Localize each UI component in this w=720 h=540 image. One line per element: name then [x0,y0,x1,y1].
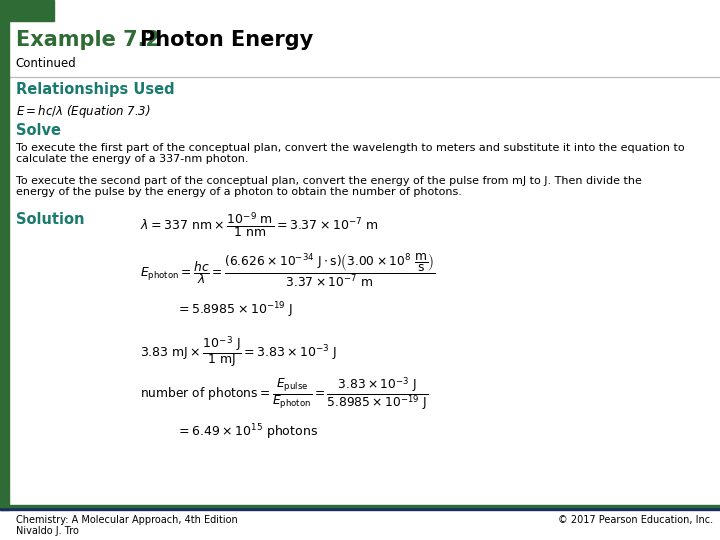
Text: $E = hc/\lambda$ (Equation 7.3): $E = hc/\lambda$ (Equation 7.3) [16,103,150,119]
Text: $\mathrm{number\ of\ photons} = \dfrac{E_{\mathrm{pulse}}}{E_{\mathrm{photon}}} : $\mathrm{number\ of\ photons} = \dfrac{E… [140,375,428,413]
Text: Continued: Continued [16,57,76,70]
Text: Relationships Used: Relationships Used [16,82,174,97]
Bar [0,0,54,21]
Text: Solution: Solution [16,212,84,227]
Text: $= 5.8985 \times 10^{-19}\ \mathrm{J}$: $= 5.8985 \times 10^{-19}\ \mathrm{J}$ [176,301,294,320]
Text: $\lambda = 337\ \mathrm{nm} \times \dfrac{10^{-9}\ \mathrm{m}}{1\ \mathrm{nm}} =: $\lambda = 337\ \mathrm{nm} \times \dfra… [140,211,379,240]
Text: $3.83\ \mathrm{mJ} \times \dfrac{10^{-3}\ \mathrm{J}}{1\ \mathrm{mJ}} = 3.83 \ti: $3.83\ \mathrm{mJ} \times \dfrac{10^{-3}… [140,335,338,370]
Bar [0,507,720,510]
Bar [0,0,9,510]
Text: Chemistry: A Molecular Approach, 4th Edition: Chemistry: A Molecular Approach, 4th Edi… [16,515,238,525]
Text: Nivaldo J. Tro: Nivaldo J. Tro [16,526,78,537]
Text: $E_{\mathrm{photon}} = \dfrac{hc}{\lambda} = \dfrac{(6.626 \times 10^{-34}\ \mat: $E_{\mathrm{photon}} = \dfrac{hc}{\lambd… [140,252,436,289]
Bar [0,505,720,507]
Text: Example 7.2: Example 7.2 [16,30,160,50]
Text: Photon Energy: Photon Energy [140,30,314,50]
Text: To execute the first part of the conceptual plan, convert the wavelength to mete: To execute the first part of the concept… [16,143,685,164]
Text: Solve: Solve [16,123,60,138]
Text: © 2017 Pearson Education, Inc.: © 2017 Pearson Education, Inc. [558,515,713,525]
Text: $= 6.49 \times 10^{15}\ \mathrm{photons}$: $= 6.49 \times 10^{15}\ \mathrm{photons}… [176,422,318,442]
Text: To execute the second part of the conceptual plan, convert the energy of the pul: To execute the second part of the concep… [16,176,642,197]
